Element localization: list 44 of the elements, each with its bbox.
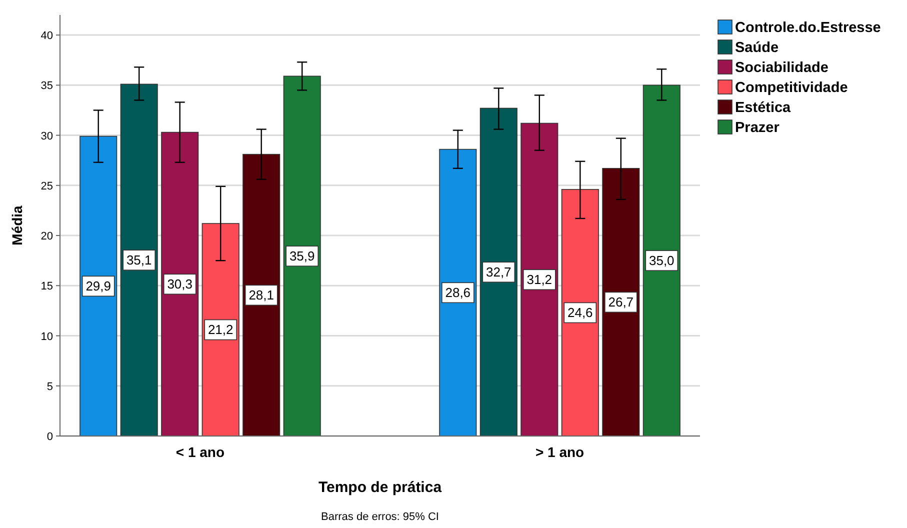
legend-label: Controle.do.Estresse	[735, 20, 881, 36]
y-tick-label: 5	[46, 380, 53, 393]
bar	[202, 223, 240, 436]
bar	[242, 154, 280, 436]
y-tick-label: 35	[40, 80, 53, 92]
data-label: 21,2	[208, 322, 234, 338]
data-label: 28,6	[445, 285, 471, 300]
y-axis-title: Média	[9, 205, 25, 246]
y-tick-label: 30	[40, 130, 53, 142]
bar	[561, 189, 599, 436]
x-tick-label: < 1 ano	[176, 444, 225, 460]
data-label: 32,7	[486, 264, 512, 280]
data-label: 24,6	[567, 305, 593, 320]
legend-label: Competitividade	[735, 80, 848, 96]
bar	[480, 108, 518, 436]
bar	[439, 148, 477, 436]
bar	[520, 122, 558, 436]
bar	[602, 168, 640, 436]
bar	[120, 84, 158, 436]
data-label: 29,9	[86, 278, 112, 294]
data-label: 26,7	[608, 294, 634, 310]
x-axis-title: Tempo de prática	[318, 479, 442, 496]
x-tick-label: > 1 ano	[535, 444, 584, 460]
data-label: 35,1	[126, 252, 152, 268]
data-label: 35,9	[289, 248, 315, 264]
bar	[80, 136, 118, 436]
data-label: 28,1	[248, 288, 274, 303]
y-tick-label: 10	[40, 330, 53, 343]
data-label: 31,2	[526, 272, 552, 288]
data-label: 30,3	[167, 276, 193, 292]
bar	[283, 76, 321, 436]
legend-label: Saúde	[735, 40, 779, 56]
legend-label: Prazer	[735, 120, 780, 136]
y-tick-label: 0	[46, 431, 53, 443]
y-tick-label: 40	[40, 30, 53, 42]
legend-label: Sociabilidade	[735, 60, 828, 76]
legend-label: Estética	[735, 100, 792, 116]
y-tick-label: 15	[40, 280, 53, 293]
bar	[161, 132, 199, 436]
text: Barras de erros: 95% CI	[321, 511, 439, 523]
bar	[642, 84, 680, 436]
y-tick-label: 20	[40, 230, 53, 243]
data-label: 35,0	[648, 253, 674, 268]
y-tick-label: 25	[40, 180, 53, 192]
